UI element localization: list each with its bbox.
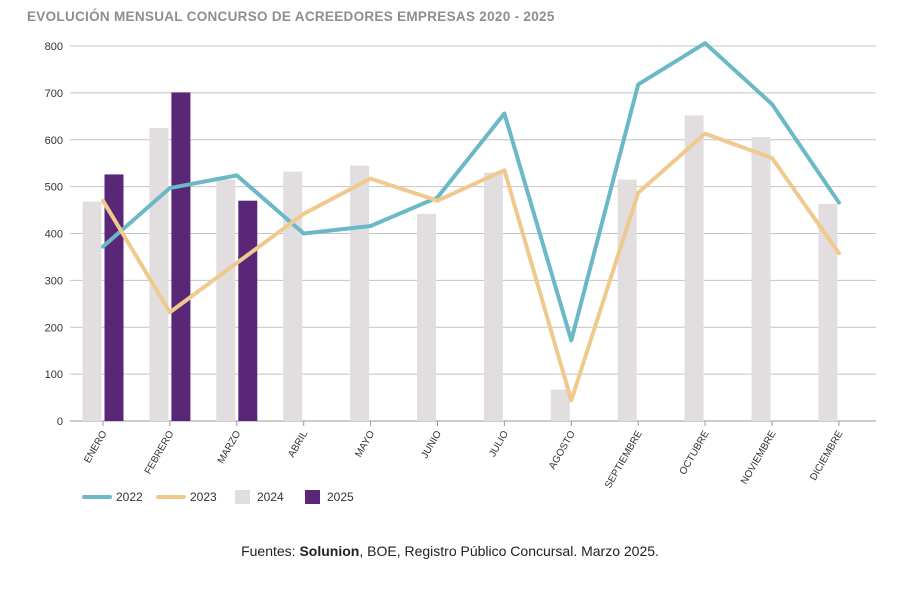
- grid-layer: [70, 45, 876, 422]
- chart-title: EVOLUCIÓN MENSUAL CONCURSO DE ACREEDORES…: [27, 9, 555, 24]
- legend-label-2023: 2023: [190, 490, 217, 504]
- x-tick-label: AGOSTO: [547, 429, 578, 472]
- bar-2024: [82, 201, 102, 421]
- bar-2024: [818, 203, 838, 421]
- legend-label-2022: 2022: [116, 490, 143, 504]
- x-tick-label: ENERO: [82, 429, 109, 465]
- bar-2024: [483, 172, 503, 421]
- bar-2025: [171, 92, 191, 421]
- bar-2024: [684, 115, 704, 421]
- x-tick-label: DICIEMBRE: [808, 429, 845, 483]
- y-tick-label: 200: [45, 322, 63, 334]
- x-tick-label: SEPTIEMBRE: [603, 429, 645, 491]
- bar-2024: [417, 213, 436, 421]
- y-tick-label: 500: [45, 182, 63, 194]
- legend-label-2025: 2025: [327, 490, 354, 504]
- y-tick-label: 800: [45, 41, 63, 53]
- y-tick-label: 700: [45, 88, 63, 100]
- legend-swatch-2025: [305, 490, 320, 504]
- bar-2025: [238, 200, 258, 421]
- x-tick-label: JULIO: [487, 429, 511, 459]
- x-tick-label: MAYO: [353, 429, 377, 460]
- bar-2024: [617, 179, 637, 421]
- x-tick-label: JUNIO: [420, 429, 445, 461]
- y-tick-label: 300: [45, 275, 63, 287]
- bar-2024: [751, 136, 771, 421]
- x-tick-label: OCTUBRE: [678, 429, 712, 477]
- line-2023: [101, 131, 841, 403]
- source-note: Fuentes: Solunion, BOE, Registro Público…: [0, 543, 900, 559]
- bar-2024: [350, 165, 370, 421]
- bar-2024: [550, 389, 570, 421]
- lines-layer: [101, 41, 841, 403]
- x-tick-label: NOVIEMBRE: [739, 429, 779, 487]
- source-suffix: , BOE, Registro Público Concursal. Marzo…: [359, 543, 659, 559]
- y-tick-label: 600: [45, 135, 63, 147]
- source-prefix: Fuentes:: [241, 543, 300, 559]
- bar-2024: [216, 179, 236, 421]
- x-tick-label: ABRIL: [286, 429, 310, 460]
- legend-swatch-2024: [235, 490, 250, 504]
- bar-2024: [149, 128, 169, 421]
- bar-2024: [283, 171, 303, 421]
- y-tick-label: 400: [45, 229, 63, 241]
- source-brand: Solunion: [299, 543, 360, 559]
- chart-legend: 2022 2023 2024 2025: [82, 490, 354, 504]
- x-tick-label: MARZO: [216, 429, 244, 466]
- line-2022: [101, 41, 841, 343]
- bar-2025: [104, 174, 124, 421]
- legend-label-2024: 2024: [257, 490, 284, 504]
- x-tick-label: FEBRERO: [143, 429, 177, 477]
- y-tick-label: 100: [45, 369, 63, 381]
- y-tick-label: 0: [57, 416, 63, 428]
